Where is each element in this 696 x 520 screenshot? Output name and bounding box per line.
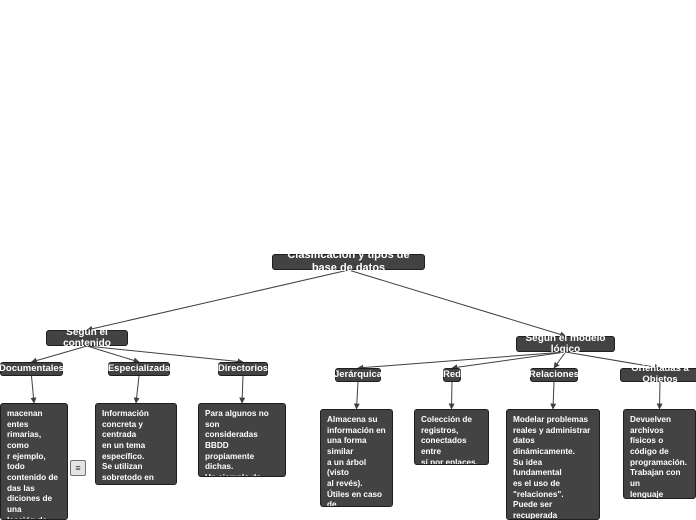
node-segun-contenido[interactable]: Según el contenido — [46, 330, 128, 346]
detail-line: contenido de — [7, 473, 61, 484]
detail-orientadas-a-objetos[interactable]: Devuelven archivosfísicos o código depro… — [623, 409, 696, 499]
detail-directorios[interactable]: Para algunos no sonconsideradas BBDDprop… — [198, 403, 286, 477]
detail-line: en un tema — [102, 441, 170, 452]
detail-line: Devuelven archivos — [630, 415, 689, 436]
detail-line: "relaciones". — [513, 490, 593, 501]
detail-line: rimarias, como — [7, 430, 61, 451]
detail-line: Trabajan con un — [630, 468, 689, 489]
detail-line: consideradas BBDD — [205, 430, 279, 451]
detail-line: datos dinámicamente. — [513, 436, 593, 457]
detail-line: conectados entre — [421, 436, 482, 457]
detail-line: concreta y centrada — [102, 420, 170, 441]
detail-line: una forma similar — [327, 436, 386, 457]
detail-line: sí por enlaces. — [421, 458, 482, 465]
detail-line: lenguaje orientado a — [630, 490, 689, 499]
node-relaciones[interactable]: Relaciones — [530, 368, 578, 382]
detail-line: Se utilizan — [102, 462, 170, 473]
detail-line: lección de — [7, 516, 61, 520]
detail-line: Puede ser recuperada — [513, 500, 593, 520]
detail-red[interactable]: Colección deregistros,conectados entresí… — [414, 409, 489, 465]
detail-line: programación. — [630, 458, 689, 469]
detail-line: Su idea fundamental — [513, 458, 593, 479]
node-jerarquica[interactable]: Jerárquica — [335, 368, 381, 382]
detail-line: físicos o código de — [630, 436, 689, 457]
detail-relaciones[interactable]: Modelar problemasreales y administrardat… — [506, 409, 600, 520]
expand-icon[interactable]: ≡ — [70, 460, 86, 476]
diagram-viewport: { "canvas": { "width": 696, "height": 52… — [0, 0, 696, 520]
detail-line: Para algunos no son — [205, 409, 279, 430]
detail-line: entes — [7, 420, 61, 431]
node-especializada[interactable]: Especializada — [108, 362, 170, 376]
node-directorios[interactable]: Directorios — [218, 362, 268, 376]
node-root[interactable]: Clasificacion y tipos de base de datos — [272, 254, 425, 270]
detail-especializada[interactable]: Informaciónconcreta y centradaen un tema… — [95, 403, 177, 485]
detail-line: Colección de — [421, 415, 482, 426]
detail-line: información en — [327, 426, 386, 437]
detail-line: macenan — [7, 409, 61, 420]
detail-line: Almacena su — [327, 415, 386, 426]
node-red[interactable]: Red — [443, 368, 461, 382]
detail-line: Un ejemplo de — [205, 473, 279, 477]
detail-line: Modelar problemas — [513, 415, 593, 426]
detail-line: Información — [102, 409, 170, 420]
detail-line: a un árbol (visto — [327, 458, 386, 479]
detail-line: al revés). — [327, 479, 386, 490]
detail-line: registros, — [421, 426, 482, 437]
detail-line: propiamente dichas. — [205, 452, 279, 473]
node-documentales[interactable]: Documentales — [0, 362, 63, 376]
node-segun-modelo-logico[interactable]: Según el modelo lógico — [516, 336, 615, 352]
detail-line: entornos — [102, 484, 170, 485]
detail-line: diciones de una — [7, 494, 61, 515]
detail-line: r ejemplo, todo — [7, 452, 61, 473]
node-orientadas-a-objetos[interactable]: Orientadas a Objetos — [620, 368, 696, 382]
detail-line: das las — [7, 484, 61, 495]
detail-line: reales y administrar — [513, 426, 593, 437]
detail-jerarquica[interactable]: Almacena suinformación enuna forma simil… — [320, 409, 393, 507]
detail-line: sobretodo en — [102, 473, 170, 484]
detail-line: específico. — [102, 452, 170, 463]
detail-line: es el uso de — [513, 479, 593, 490]
detail-documentales[interactable]: macenanentesrimarias, comor ejemplo, tod… — [0, 403, 68, 520]
detail-line: Útiles en caso de — [327, 490, 386, 507]
